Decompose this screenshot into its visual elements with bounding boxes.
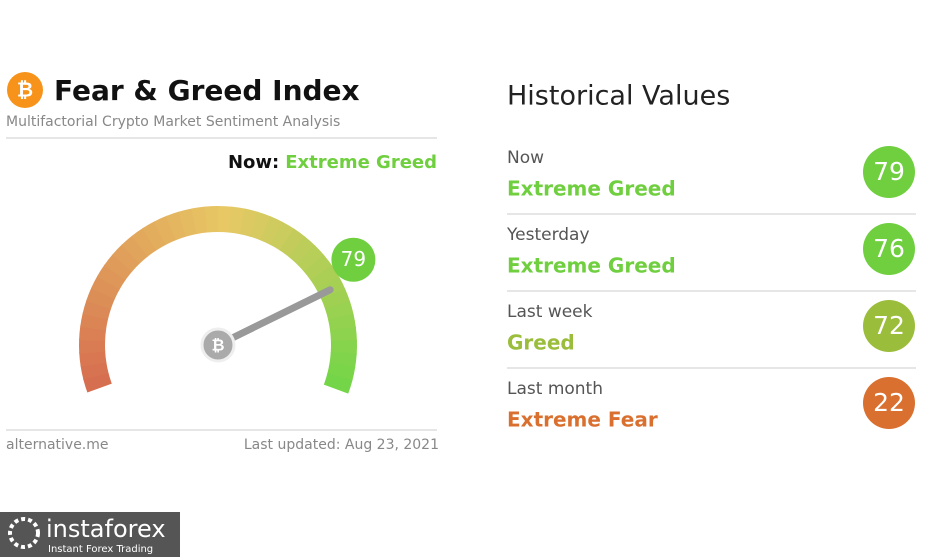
gauge-arc <box>80 361 109 380</box>
gauge-arc <box>249 211 272 241</box>
gauge-arc <box>178 208 198 237</box>
value-badge-text: 22 <box>873 388 905 417</box>
gauge: ₿ 79 <box>79 206 376 394</box>
source: alternative.me <box>6 437 109 453</box>
value-badge-text: 79 <box>873 157 905 186</box>
period: Yesterday <box>506 225 590 245</box>
value-badge <box>863 223 915 275</box>
value-badge <box>863 146 915 198</box>
classification: Greed <box>507 331 575 355</box>
gauge-arc <box>142 221 167 251</box>
watermark-logo <box>8 517 40 549</box>
needle <box>214 286 334 349</box>
gauge-arc <box>217 206 233 233</box>
gauge-arc <box>191 206 209 235</box>
gauge-arc <box>228 206 246 235</box>
period: Last week <box>507 302 593 322</box>
value-badge-text: 79 <box>341 247 366 271</box>
gauge-arc <box>327 362 356 381</box>
gauge-arc <box>296 245 325 273</box>
gauge-arc <box>79 325 107 342</box>
subtitle: Multifactorial Crypto Market Sentiment A… <box>6 114 340 130</box>
gauge-arc <box>153 215 177 245</box>
value-badge <box>863 300 915 352</box>
gauge-arc <box>321 288 351 311</box>
gauge-arc <box>121 235 149 264</box>
gauge-arc <box>239 208 259 237</box>
gauge-arc <box>260 216 284 246</box>
bitcoin-logo <box>7 72 43 108</box>
gauge-arc <box>279 228 306 258</box>
value-badge-text: 72 <box>873 311 905 340</box>
hub-symbol: ₿ <box>211 336 224 355</box>
gauge-arc <box>323 373 353 394</box>
gauge-arc <box>288 236 316 265</box>
value-badge-text: 76 <box>873 234 905 263</box>
watermark-brand: instaforex <box>46 515 166 543</box>
gauge-arc <box>104 253 133 281</box>
updated: Last updated: Aug 23, 2021 <box>244 437 439 453</box>
gauge-arc <box>91 275 121 300</box>
gauge-arc <box>86 287 116 310</box>
value-badge <box>863 377 915 429</box>
needle-hub <box>200 327 236 363</box>
now-label: Now: <box>228 152 279 173</box>
gauge-arc <box>325 300 354 321</box>
gauge-arc <box>329 351 357 368</box>
gauge-arc <box>330 326 357 343</box>
gauge-arc <box>79 350 107 367</box>
period: Last month <box>507 379 603 399</box>
gauge-arc <box>270 221 295 251</box>
watermark-tagline: Instant Forex Trading <box>48 544 153 555</box>
value-badge <box>331 237 376 282</box>
gauge-arc <box>165 211 188 241</box>
title: Fear & Greed Index <box>54 74 360 107</box>
gauge-arc <box>204 206 220 233</box>
period: Now <box>507 148 544 168</box>
gauge-arc <box>310 265 340 291</box>
gauge-arc <box>328 313 356 332</box>
gauge-arc <box>97 264 127 290</box>
bitcoin-symbol: ₿ <box>17 78 33 102</box>
classification: Extreme Fear <box>507 408 658 432</box>
gauge-arc <box>131 227 158 257</box>
history: Now Extreme Greed 79 Yesterday Extreme Greed… <box>506 146 916 432</box>
gauge-arc <box>112 244 141 272</box>
gauge-arc <box>83 372 112 393</box>
gauge-arc <box>80 312 109 331</box>
history-title: Historical Values <box>507 81 730 112</box>
now-classification: Extreme Greed <box>285 152 437 173</box>
classification: Extreme Greed <box>507 254 676 278</box>
gauge-arc <box>82 299 112 320</box>
classification: Extreme Greed <box>507 177 676 201</box>
gauge-arc <box>303 254 333 282</box>
